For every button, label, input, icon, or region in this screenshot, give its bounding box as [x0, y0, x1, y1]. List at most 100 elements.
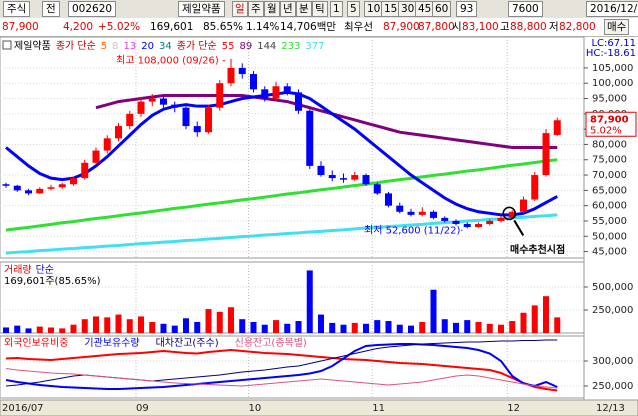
quote-volume: 169,601: [150, 21, 194, 33]
candle-body: [36, 188, 44, 194]
candle-body: [328, 175, 336, 179]
quote-high-label: 고: [500, 21, 510, 33]
minute-button[interactable]: 15: [381, 1, 401, 17]
last-price-box: [585, 111, 637, 137]
code-input[interactable]: 002620: [68, 1, 117, 17]
volume-bar: [520, 312, 527, 333]
volume-bar: [228, 307, 234, 333]
volume-bar: [160, 323, 167, 333]
candle-body: [520, 199, 527, 212]
candle-body: [250, 74, 257, 90]
legend-period: 233: [281, 41, 300, 52]
volume-bar: [374, 320, 381, 333]
market-select[interactable]: 주식: [3, 1, 31, 17]
legend-period: 55: [222, 41, 235, 52]
y-tick-label: 80,000: [592, 139, 627, 150]
x-tick-label: 2016/07: [2, 403, 44, 414]
volume-bar: [273, 320, 279, 333]
quantity-input[interactable]: 7600: [508, 1, 543, 17]
annotation: 매수추천시점: [510, 243, 565, 256]
panel-frame: [0, 36, 585, 259]
volume-bar: [554, 317, 561, 333]
candle-body: [126, 113, 134, 127]
buy-button[interactable]: 매수: [604, 19, 630, 35]
volume-bar: [486, 323, 493, 333]
panel-note: 169,601주(85.65%): [4, 276, 101, 287]
volume-bar: [351, 322, 358, 333]
candle-body: [238, 67, 246, 75]
volume-bar: [59, 328, 66, 333]
minute-button[interactable]: 1: [330, 1, 343, 17]
candle-body: [70, 178, 77, 185]
volume-bar: [115, 314, 122, 333]
legend-period: 377: [305, 41, 324, 52]
quote-low-label: 저: [549, 21, 559, 33]
legend-period: 20: [141, 41, 154, 52]
legend-period: 34: [159, 41, 172, 52]
toolbar: 주식 전 002620 제일약품 일 주 월 년 분 틱 1 5 10 15 30 45 60 93 7600 201…: [0, 0, 638, 19]
candle-body: [340, 178, 347, 180]
period-button[interactable]: 주: [248, 1, 264, 17]
candle-body: [295, 92, 302, 111]
mode-select[interactable]: 전: [42, 1, 60, 17]
period-button[interactable]: 틱: [312, 1, 328, 17]
candle-body: [13, 185, 21, 191]
volume-bar: [408, 325, 414, 333]
minute-button[interactable]: 5: [347, 1, 360, 17]
date-axis: [0, 399, 638, 416]
minute-button[interactable]: 60: [432, 1, 452, 17]
ma-line: [5, 213, 558, 255]
period-button[interactable]: 분: [296, 1, 312, 17]
period-button[interactable]: 월: [264, 1, 280, 17]
volume-bar: [216, 311, 223, 333]
candle-body: [92, 150, 100, 163]
volume-bar: [419, 321, 426, 333]
period-button[interactable]: 년: [280, 1, 296, 17]
minute-button[interactable]: 30: [398, 1, 418, 17]
volume-bar: [194, 321, 201, 333]
volume-bar: [475, 321, 482, 333]
volume-bar: [138, 316, 144, 333]
date-input[interactable]: 2016/12/1: [586, 1, 638, 17]
quote-rate: +5.02%: [98, 21, 141, 33]
volume-bar: [464, 320, 471, 333]
quote-bar: 87,900 4,200 +5.02% 169,601 85.65% 1.14% 14,70…: [0, 18, 638, 37]
volume-bar: [25, 328, 32, 333]
quote-high: 88,800: [510, 21, 547, 33]
volume-bar: [531, 305, 538, 333]
volume-bar: [453, 322, 459, 333]
candle-body: [351, 175, 359, 180]
ma-line: [5, 158, 558, 232]
quote-price: 87,900: [2, 21, 39, 33]
candle-body: [25, 190, 32, 194]
candle-body: [463, 224, 471, 228]
candle-body: [103, 138, 111, 151]
candle-body: [115, 126, 122, 139]
candle-body: [407, 211, 415, 215]
y-tick-label: 500,000: [592, 282, 633, 293]
volume-bar: [441, 319, 448, 333]
candle-body: [81, 162, 89, 179]
candle-body: [430, 211, 437, 218]
volume-bar: [205, 309, 212, 333]
candle-body: [137, 101, 145, 114]
y-tick-label: 75,000: [592, 155, 627, 166]
y-tick-label: 105,000: [592, 63, 633, 74]
candle-body: [227, 67, 235, 84]
volume-bar: [104, 317, 111, 333]
count-input[interactable]: 93: [456, 1, 478, 17]
candle-body: [160, 98, 167, 105]
legend-group: 종가 단순: [177, 40, 217, 52]
candle-body: [306, 110, 314, 166]
volume-bar: [183, 318, 189, 333]
volume-bar: [318, 314, 324, 333]
period-button[interactable]: 일: [232, 1, 248, 17]
candle-body: [283, 86, 291, 93]
candle-body: [317, 165, 325, 176]
chart-area: 45,000 50,000 55,000 60,000 65,000 70,000 75,0…: [0, 36, 638, 416]
candle-body: [553, 120, 561, 135]
quote-turnover: 1.14%: [246, 21, 280, 33]
candle-body: [508, 211, 516, 218]
candle-body: [47, 187, 55, 189]
